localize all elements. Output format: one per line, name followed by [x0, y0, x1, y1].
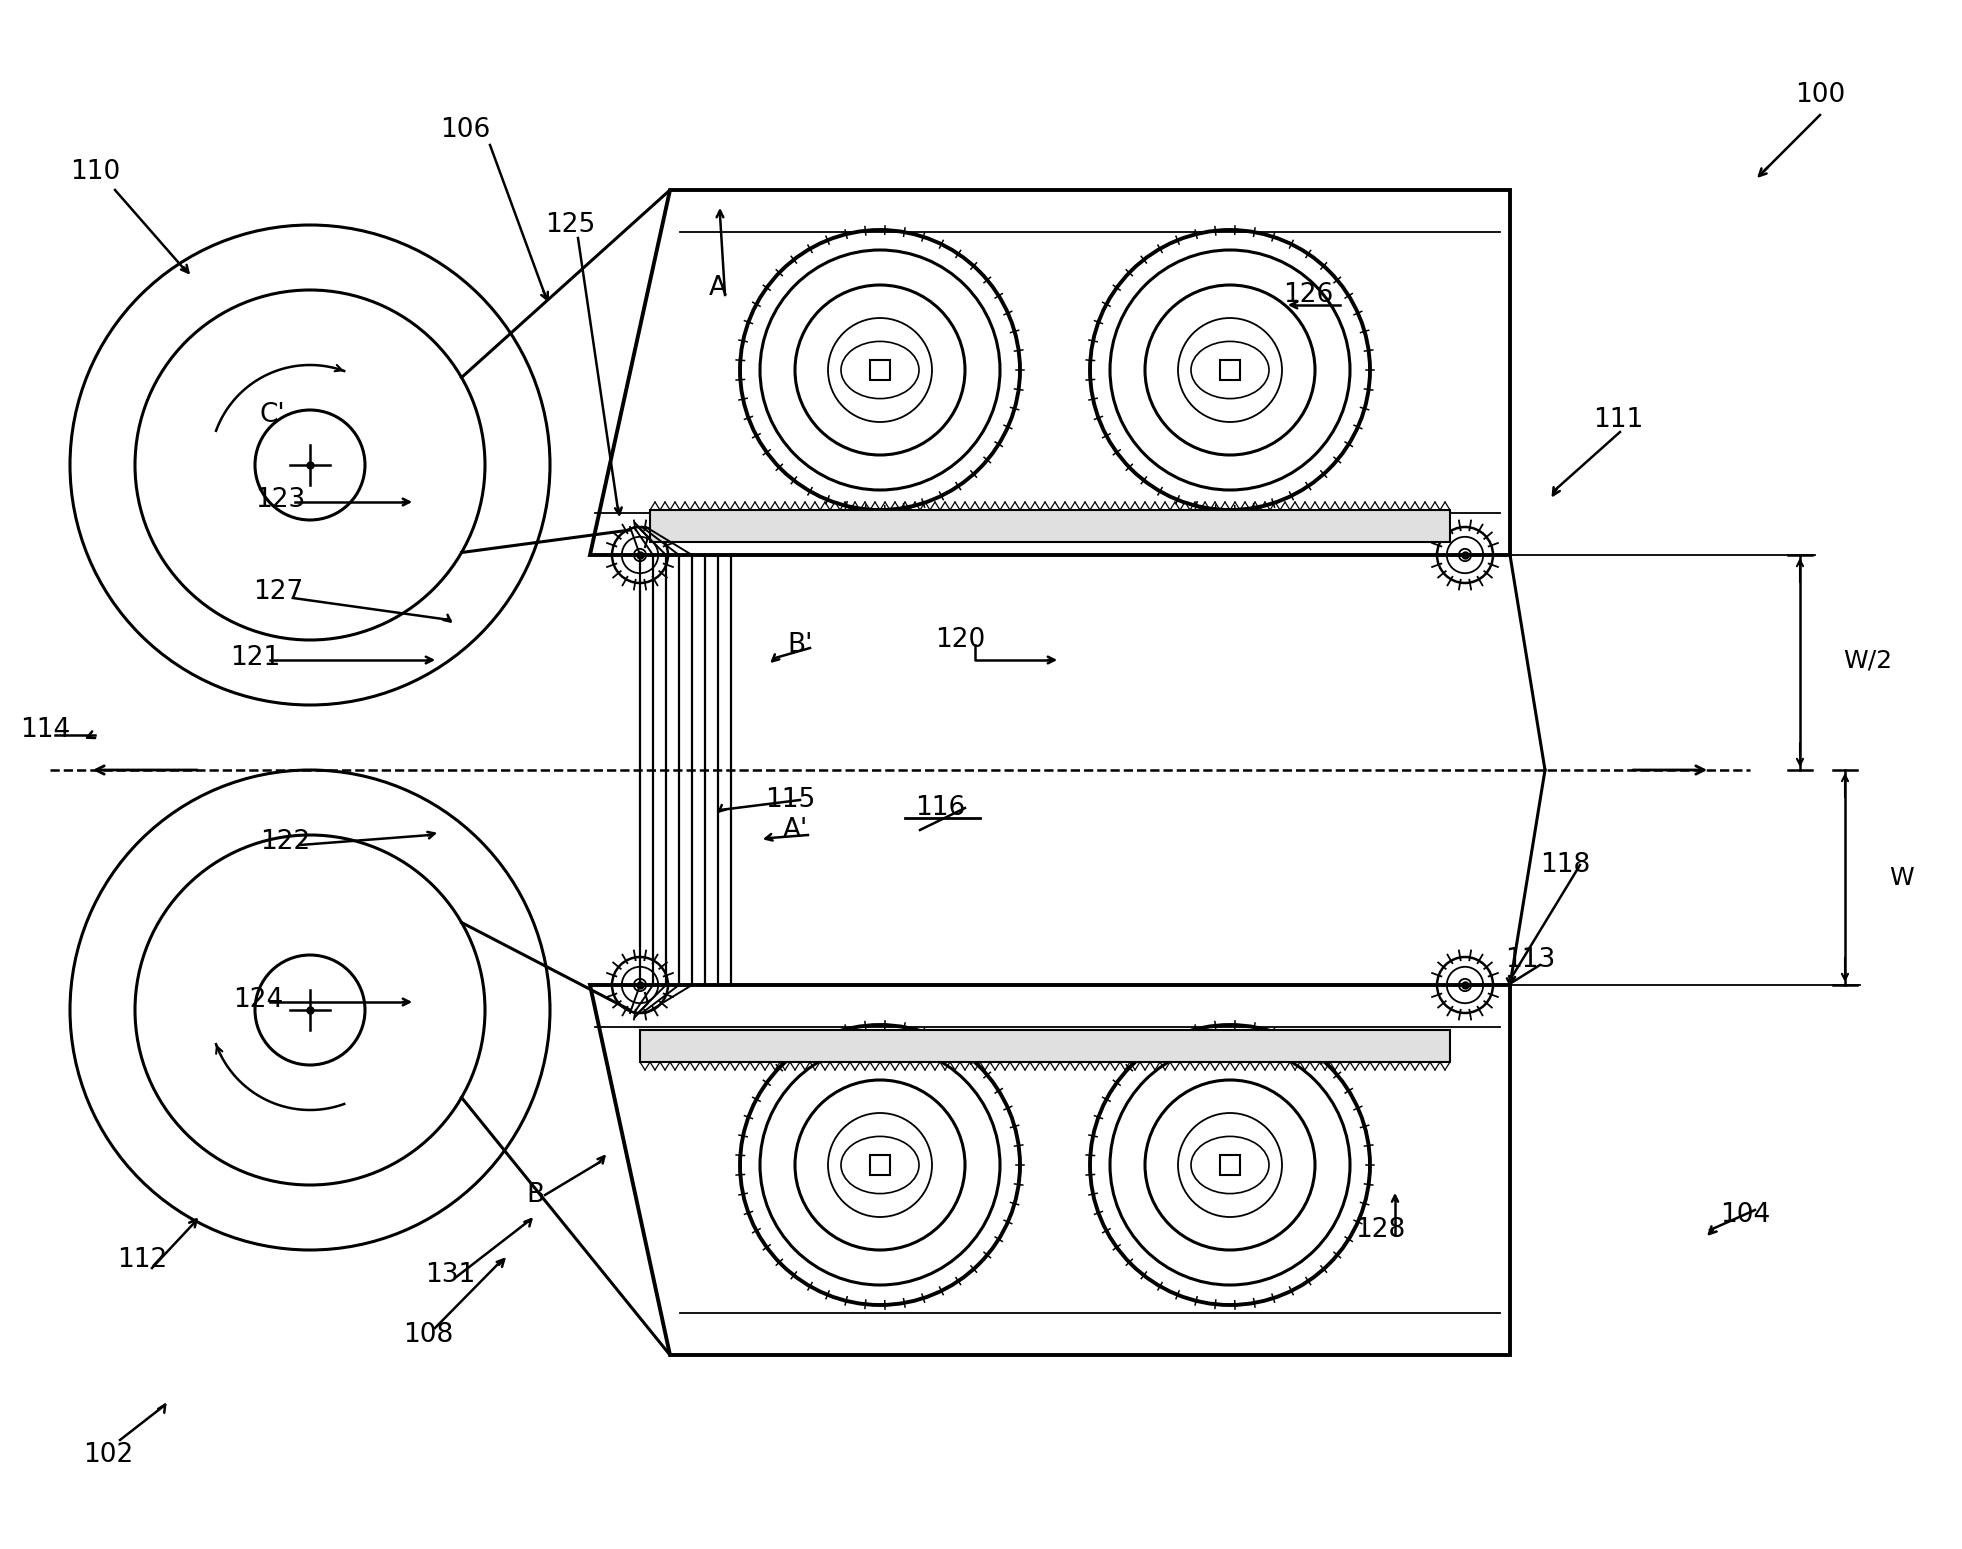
Text: 118: 118 — [1540, 852, 1589, 878]
Text: W/2: W/2 — [1844, 647, 1893, 672]
Text: 116: 116 — [914, 795, 965, 821]
Bar — [869, 1156, 891, 1176]
Text: 120: 120 — [934, 627, 985, 654]
Text: A: A — [708, 276, 728, 301]
Text: 102: 102 — [82, 1442, 133, 1468]
Bar — [1220, 359, 1240, 380]
Text: 125: 125 — [545, 212, 594, 239]
Text: W: W — [1889, 866, 1915, 891]
Text: 131: 131 — [426, 1262, 475, 1289]
Text: B: B — [526, 1182, 543, 1208]
Text: 108: 108 — [402, 1321, 453, 1348]
Text: 121: 121 — [230, 644, 281, 671]
Text: 122: 122 — [259, 829, 310, 855]
Text: A': A' — [783, 816, 808, 843]
Text: 127: 127 — [253, 579, 302, 606]
Bar — [869, 359, 891, 380]
Text: 124: 124 — [233, 987, 283, 1013]
Text: 115: 115 — [765, 787, 814, 813]
Text: 106: 106 — [439, 118, 490, 143]
Text: 126: 126 — [1283, 282, 1332, 308]
Text: 111: 111 — [1593, 407, 1642, 434]
Text: 112: 112 — [118, 1247, 167, 1273]
Text: 114: 114 — [20, 717, 71, 744]
Bar — [1220, 1156, 1240, 1176]
Text: C': C' — [259, 403, 284, 428]
Text: 113: 113 — [1505, 946, 1556, 973]
Text: 123: 123 — [255, 486, 306, 513]
Text: 128: 128 — [1356, 1218, 1405, 1242]
Bar — [649, 510, 1450, 542]
Text: 110: 110 — [71, 160, 120, 184]
Text: 100: 100 — [1795, 82, 1844, 108]
Bar — [640, 1030, 1450, 1063]
Text: 104: 104 — [1721, 1202, 1770, 1228]
Text: B': B' — [787, 632, 812, 658]
